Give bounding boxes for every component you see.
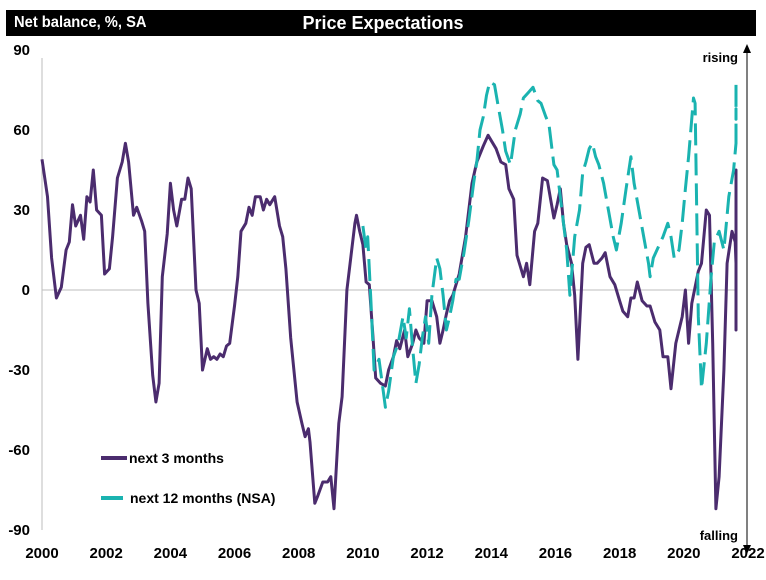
x-tick-label: 2014: [475, 545, 509, 562]
x-tick-label: 2000: [25, 545, 58, 562]
y-tick-label: 30: [13, 202, 30, 219]
rising-label: rising: [703, 50, 738, 65]
series-line-12-months: [361, 80, 738, 409]
series-line-3-months: [40, 133, 738, 511]
x-tick-label: 2022: [731, 545, 764, 562]
y-tick-label: -60: [8, 442, 30, 459]
legend-label-3-months: next 3 months: [129, 450, 224, 466]
y-tick-label: 60: [13, 122, 30, 139]
x-tick-label: 2010: [346, 545, 379, 562]
x-tick-label: 2018: [603, 545, 636, 562]
arrow-up-icon: [743, 44, 751, 53]
x-tick-label: 2016: [539, 545, 572, 562]
x-tick-label: 2008: [282, 545, 315, 562]
x-tick-label: 2002: [89, 545, 122, 562]
y-axis-label: Net balance, %, SA: [14, 14, 147, 31]
legend: next 3 months next 12 months (NSA): [101, 450, 275, 506]
falling-label: falling: [700, 528, 738, 543]
x-tick-label: 2012: [410, 545, 443, 562]
y-tick-label: -30: [8, 362, 30, 379]
header-bar: [6, 10, 756, 36]
y-tick-label: -90: [8, 522, 30, 539]
legend-label-12-months: next 12 months (NSA): [130, 490, 275, 506]
arrow-down-icon: [743, 545, 751, 554]
y-tick-label: 0: [22, 282, 30, 299]
y-tick-label: 90: [13, 42, 30, 59]
x-tick-label: 2004: [154, 545, 188, 562]
x-tick-label: 2020: [667, 545, 700, 562]
chart-title: Price Expectations: [302, 13, 464, 33]
x-tick-label: 2006: [218, 545, 251, 562]
